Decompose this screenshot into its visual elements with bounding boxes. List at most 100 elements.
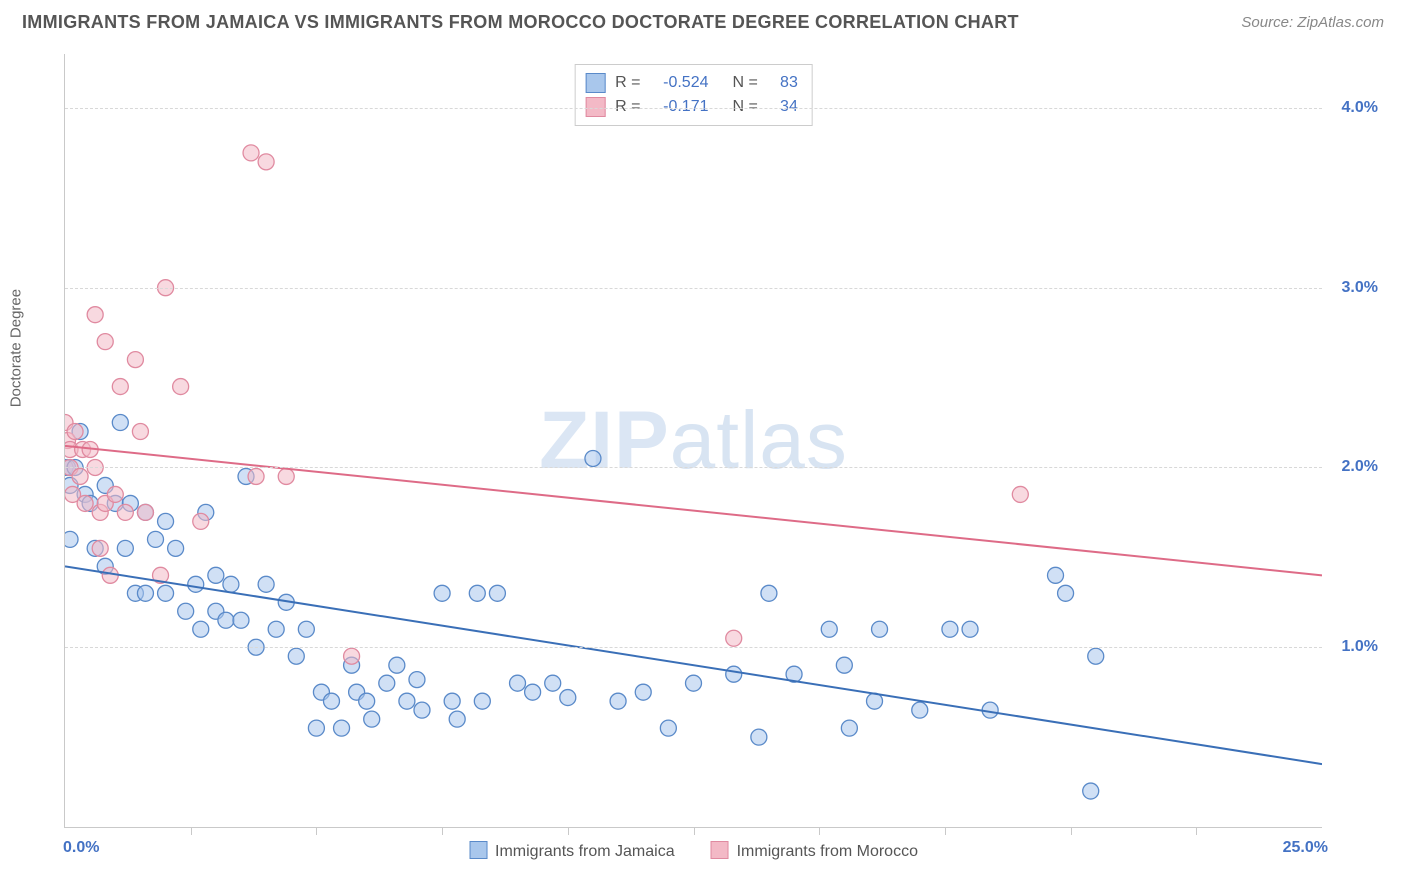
data-point bbox=[258, 576, 274, 592]
y-tick-label: 4.0% bbox=[1342, 99, 1378, 117]
y-tick-label: 2.0% bbox=[1342, 458, 1378, 476]
data-point bbox=[660, 720, 676, 736]
data-point bbox=[510, 675, 526, 691]
data-point bbox=[489, 585, 505, 601]
x-tick bbox=[442, 827, 443, 835]
data-point bbox=[379, 675, 395, 691]
data-point bbox=[288, 648, 304, 664]
data-point bbox=[545, 675, 561, 691]
x-axis-min-label: 0.0% bbox=[63, 839, 99, 857]
data-point bbox=[65, 531, 78, 547]
data-point bbox=[173, 379, 189, 395]
chart-title: IMMIGRANTS FROM JAMAICA VS IMMIGRANTS FR… bbox=[22, 12, 1019, 33]
data-point bbox=[474, 693, 490, 709]
data-point bbox=[117, 540, 133, 556]
gridline bbox=[65, 108, 1322, 109]
r-label: R = bbox=[615, 71, 640, 95]
data-point bbox=[686, 675, 702, 691]
data-point bbox=[1058, 585, 1074, 601]
legend-swatch bbox=[711, 841, 729, 859]
data-point bbox=[298, 621, 314, 637]
source-prefix: Source: bbox=[1241, 14, 1297, 31]
data-point bbox=[912, 702, 928, 718]
x-tick bbox=[1196, 827, 1197, 835]
data-point bbox=[610, 693, 626, 709]
n-value: 83 bbox=[768, 71, 798, 95]
data-point bbox=[117, 504, 133, 520]
data-point bbox=[158, 513, 174, 529]
correlation-legend: R =-0.524N =83R =-0.171N =34 bbox=[574, 64, 813, 126]
data-point bbox=[92, 540, 108, 556]
data-point bbox=[841, 720, 857, 736]
gridline bbox=[65, 647, 1322, 648]
data-point bbox=[469, 585, 485, 601]
legend-label: Immigrants from Morocco bbox=[737, 843, 918, 860]
x-tick bbox=[191, 827, 192, 835]
data-point bbox=[178, 603, 194, 619]
x-tick bbox=[819, 827, 820, 835]
data-point bbox=[233, 612, 249, 628]
plot-area: ZIPatlas R =-0.524N =83R =-0.171N =34 0.… bbox=[64, 54, 1322, 828]
data-point bbox=[248, 468, 264, 484]
data-point bbox=[942, 621, 958, 637]
data-point bbox=[112, 379, 128, 395]
n-label: N = bbox=[733, 71, 758, 95]
source-attribution: Source: ZipAtlas.com bbox=[1241, 14, 1384, 32]
data-point bbox=[761, 585, 777, 601]
data-point bbox=[836, 657, 852, 673]
legend-item: Immigrants from Morocco bbox=[711, 841, 918, 861]
trend-line bbox=[65, 566, 1322, 764]
series-legend: Immigrants from Jamaica Immigrants from M… bbox=[469, 841, 918, 861]
correlation-row: R = -0.524 N = 83 bbox=[585, 71, 798, 95]
data-point bbox=[168, 540, 184, 556]
r-value: -0.524 bbox=[651, 71, 709, 95]
data-point bbox=[137, 585, 153, 601]
data-point bbox=[258, 154, 274, 170]
data-point bbox=[585, 450, 601, 466]
gridline bbox=[65, 467, 1322, 468]
data-point bbox=[434, 585, 450, 601]
y-tick-label: 1.0% bbox=[1342, 638, 1378, 656]
y-axis-label: Doctorate Degree bbox=[8, 289, 25, 407]
data-point bbox=[323, 693, 339, 709]
data-point bbox=[188, 576, 204, 592]
data-point bbox=[751, 729, 767, 745]
data-point bbox=[148, 531, 164, 547]
data-point bbox=[127, 352, 143, 368]
data-point bbox=[389, 657, 405, 673]
data-point bbox=[1012, 486, 1028, 502]
data-point bbox=[77, 495, 93, 511]
data-point bbox=[821, 621, 837, 637]
data-point bbox=[107, 486, 123, 502]
data-point bbox=[112, 415, 128, 431]
data-point bbox=[72, 468, 88, 484]
data-point bbox=[364, 711, 380, 727]
data-point bbox=[344, 648, 360, 664]
x-axis-max-label: 25.0% bbox=[1283, 839, 1328, 857]
data-point bbox=[67, 424, 83, 440]
data-point bbox=[872, 621, 888, 637]
legend-swatch bbox=[469, 841, 487, 859]
data-point bbox=[1088, 648, 1104, 664]
chart-container: Doctorate Degree ZIPatlas R =-0.524N =83… bbox=[22, 46, 1384, 870]
data-point bbox=[414, 702, 430, 718]
x-tick bbox=[568, 827, 569, 835]
data-point bbox=[193, 621, 209, 637]
data-point bbox=[218, 612, 234, 628]
data-point bbox=[158, 585, 174, 601]
data-point bbox=[278, 468, 294, 484]
legend-item: Immigrants from Jamaica bbox=[469, 841, 675, 861]
data-point bbox=[359, 693, 375, 709]
gridline bbox=[65, 288, 1322, 289]
data-point bbox=[444, 693, 460, 709]
data-point bbox=[243, 145, 259, 161]
x-tick bbox=[694, 827, 695, 835]
data-point bbox=[399, 693, 415, 709]
data-point bbox=[132, 424, 148, 440]
data-point bbox=[635, 684, 651, 700]
y-tick-label: 3.0% bbox=[1342, 279, 1378, 297]
data-point bbox=[409, 672, 425, 688]
x-tick bbox=[316, 827, 317, 835]
data-point bbox=[726, 666, 742, 682]
data-point bbox=[1083, 783, 1099, 799]
